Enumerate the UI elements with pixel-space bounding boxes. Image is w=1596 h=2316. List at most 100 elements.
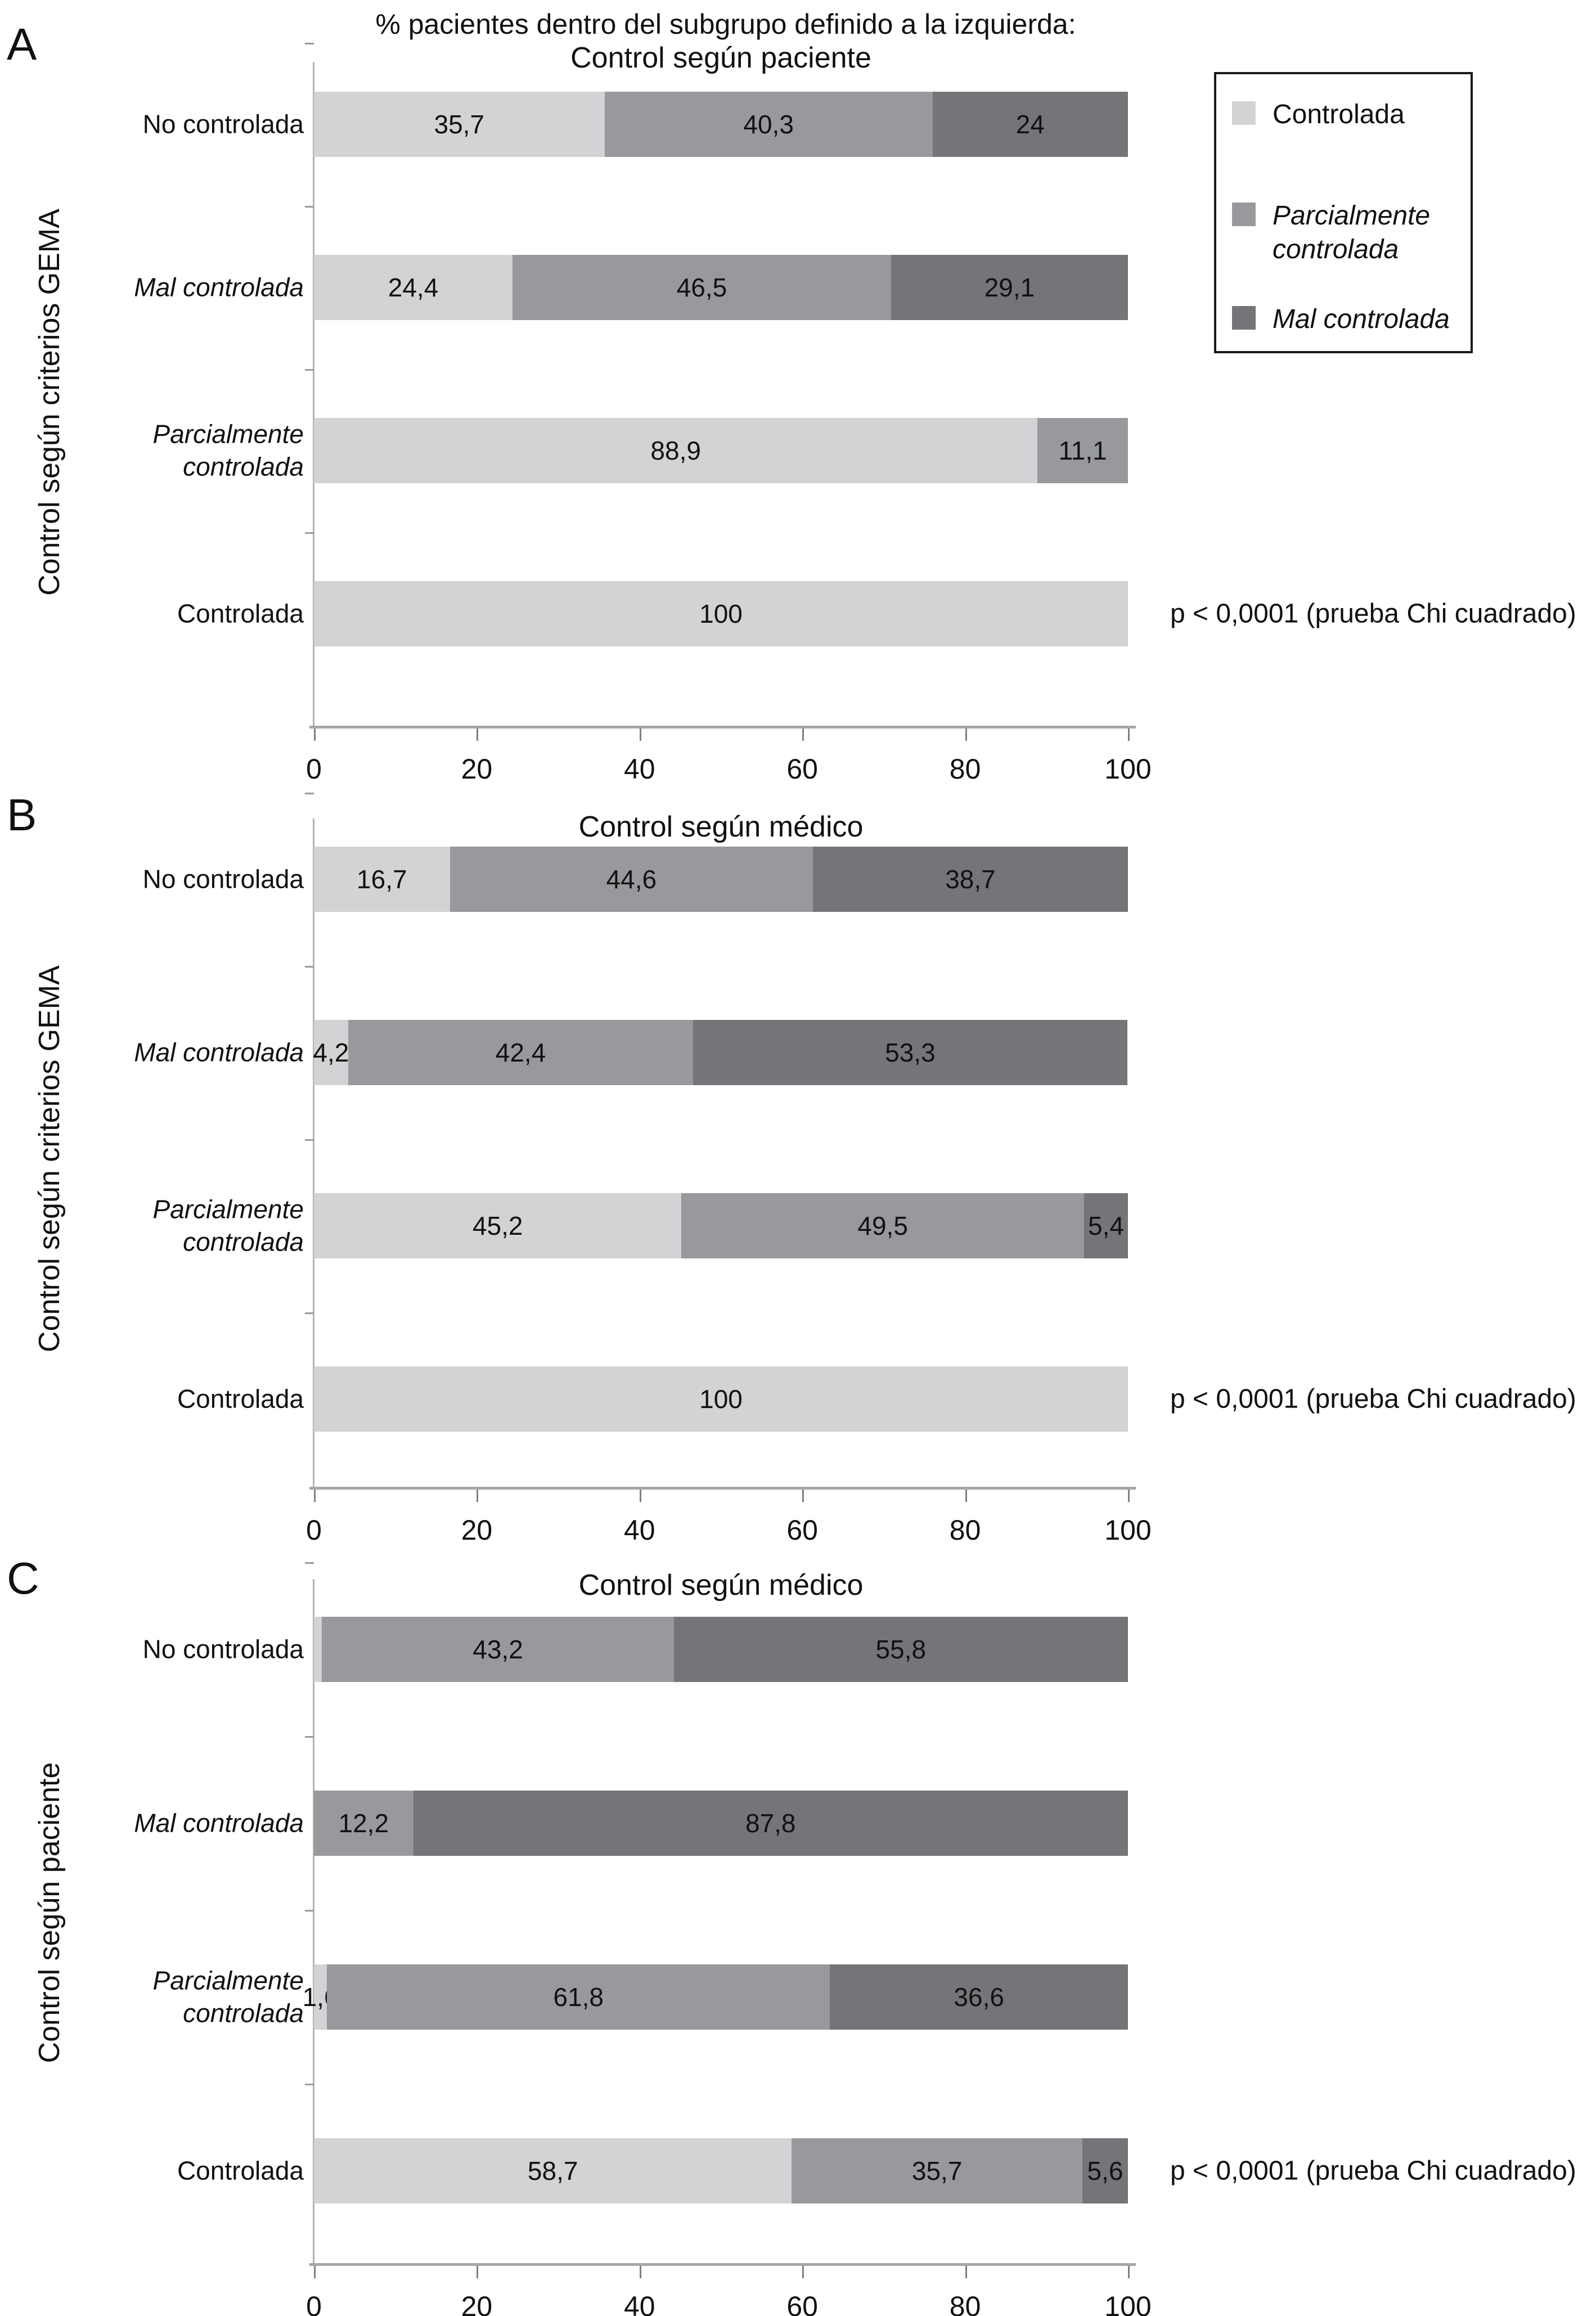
category-label: Parcialmente controlada xyxy=(152,1194,304,1257)
value-label: 49,5 xyxy=(857,1211,908,1240)
value-label: 29,1 xyxy=(984,273,1035,302)
y-axis-tick xyxy=(305,793,314,794)
category-label: Parcialmente controlada xyxy=(152,419,304,482)
stacked-bar: 100 xyxy=(314,1366,1128,1432)
x-axis-tick xyxy=(314,1490,316,1502)
bar-segment-parcialmente_controlada: 49,5 xyxy=(681,1193,1084,1258)
x-tick-label: 80 xyxy=(949,753,981,785)
legend-label: Controlada xyxy=(1273,100,1405,129)
bar-segment-mal_controlada: 55,8 xyxy=(673,1617,1128,1682)
y-axis-line xyxy=(313,62,314,726)
bar-row: Mal controlada 12,2 87,8 xyxy=(134,1791,1128,1856)
x-axis-tick xyxy=(476,2266,479,2278)
y-axis-line xyxy=(313,819,314,1487)
value-label: 12,2 xyxy=(338,1809,389,1838)
bar-segment-controlada: 35,7 xyxy=(314,92,605,157)
plot-area: No controlada 43,2 55,8 Mal controlada 12,2 8… xyxy=(134,1548,1152,2316)
value-label: 24,4 xyxy=(388,273,439,302)
y-axis-tick xyxy=(305,2084,314,2085)
y-axis-tick xyxy=(305,1562,314,1564)
legend-swatch-mal-controlada xyxy=(1232,306,1256,330)
bar-segment-mal_controlada: 5,6 xyxy=(1082,2138,1128,2203)
value-label: 46,5 xyxy=(676,273,727,302)
bar-segment-parcialmente_controlada: 12,2 xyxy=(314,1791,413,1856)
value-label: 24 xyxy=(1015,110,1045,139)
stacked-bar: 35,7 40,3 24 xyxy=(314,92,1128,157)
stacked-bar: 12,2 87,8 xyxy=(314,1791,1128,1856)
bar-segment-mal_controlada: 24 xyxy=(932,92,1128,157)
x-axis xyxy=(309,726,1136,728)
y-axis-line xyxy=(313,1579,314,2263)
x-axis-tick xyxy=(476,1490,479,1502)
bar-segment-controlada: 100 xyxy=(314,1366,1128,1432)
bar-segment-parcialmente_controlada: 35,7 xyxy=(792,2138,1082,2203)
stacked-bar: 58,7 35,7 5,6 xyxy=(314,2138,1128,2203)
plot-area: No controlada 16,7 44,6 38,7 Mal controlada 4… xyxy=(134,788,1152,1547)
x-tick-label: 100 xyxy=(1104,2291,1152,2316)
panel-letter: B xyxy=(7,790,37,840)
bar-segment-mal_controlada: 53,3 xyxy=(693,1020,1127,1085)
stacked-bar: 45,2 49,5 5,4 xyxy=(314,1193,1128,1258)
x-axis-tick xyxy=(1128,728,1130,741)
panel-letter: C xyxy=(7,1553,39,1603)
x-tick-label: 20 xyxy=(461,753,493,785)
legend-label: Parcialmente controlada xyxy=(1273,201,1431,264)
category-label: No controlada xyxy=(142,864,304,894)
y-axis-tick xyxy=(305,966,314,968)
y-axis-tick xyxy=(305,43,314,44)
bar-segment-parcialmente_controlada: 61,8 xyxy=(327,1964,830,2030)
category-label: No controlada xyxy=(142,109,304,139)
value-label: 35,7 xyxy=(911,2156,963,2185)
panel-letter: A xyxy=(7,19,37,69)
bar-segment-controlada: 24,4 xyxy=(314,255,513,320)
bar-segment-controlada: 1,6 xyxy=(303,1964,339,2030)
stacked-bar: 88,9 11,1 xyxy=(314,418,1128,483)
x-tick-label: 0 xyxy=(306,2291,322,2316)
value-label: 5,6 xyxy=(1087,2156,1123,2185)
panel-b: B Control según médico Control según crite… xyxy=(0,788,1596,1547)
stacked-bar: 1,6 61,8 36,6 xyxy=(303,1964,1128,2030)
x-tick-label: 20 xyxy=(461,2291,493,2316)
y-axis-tick xyxy=(305,369,314,371)
bar-row: Parcialmente controlada 88,9 11,1 xyxy=(153,418,1128,483)
panel-title: Control según médico xyxy=(578,1569,864,1602)
legend-swatch-parcialmente-controlada xyxy=(1232,203,1256,226)
bar-segment-parcialmente_controlada: 11,1 xyxy=(1037,418,1128,483)
x-axis-tick xyxy=(476,728,479,741)
bar-row: Mal controlada 4,2 42,4 53,3 xyxy=(134,1020,1128,1085)
value-label: 42,4 xyxy=(495,1038,546,1067)
panel-c: C Control según médico Control según pacie… xyxy=(0,1548,1596,2316)
stacked-bar: 100 xyxy=(314,581,1128,646)
x-tick-label: 0 xyxy=(306,753,322,785)
value-label: 55,8 xyxy=(875,1635,927,1664)
value-label: 100 xyxy=(699,599,743,628)
value-label: 43,2 xyxy=(473,1635,523,1664)
value-label: 16,7 xyxy=(357,865,407,894)
x-tick-label: 60 xyxy=(786,753,818,785)
category-label: Parcialmente controlada xyxy=(152,1966,304,2028)
legend-label: Mal controlada xyxy=(1273,304,1450,334)
value-label: 38,7 xyxy=(945,865,996,894)
bar-row: Parcialmente controlada 45,2 49,5 5,4 xyxy=(153,1193,1128,1258)
x-axis-tick xyxy=(639,728,641,741)
x-axis-tick xyxy=(639,2266,641,2278)
p-value-annotation: p < 0,0001 (prueba Chi cuadrado) xyxy=(1170,1384,1576,1414)
category-label: Controlada xyxy=(177,599,304,628)
value-label: 36,6 xyxy=(954,1982,1004,2012)
x-axis-tick xyxy=(314,728,316,741)
x-axis xyxy=(309,1487,1136,1490)
x-axis-tick xyxy=(1128,2266,1130,2278)
category-label: Controlada xyxy=(177,2156,304,2185)
x-tick-label: 80 xyxy=(949,1514,981,1546)
x-tick-label: 100 xyxy=(1104,753,1152,785)
bar-row: Controlada 58,7 35,7 5,6 xyxy=(177,2138,1128,2203)
bar-segment-parcialmente_controlada: 43,2 xyxy=(322,1617,674,1682)
stacked-bar: 43,2 55,8 xyxy=(314,1617,1128,1682)
value-label: 4,2 xyxy=(313,1038,349,1067)
bar-row: Controlada 100 xyxy=(177,1366,1128,1432)
p-value-annotation: p < 0,0001 (prueba Chi cuadrado) xyxy=(1170,599,1576,629)
bar-segment-controlada: 45,2 xyxy=(314,1193,682,1258)
category-label: No controlada xyxy=(142,1634,304,1664)
bar-segment-parcialmente_controlada: 40,3 xyxy=(604,92,933,157)
